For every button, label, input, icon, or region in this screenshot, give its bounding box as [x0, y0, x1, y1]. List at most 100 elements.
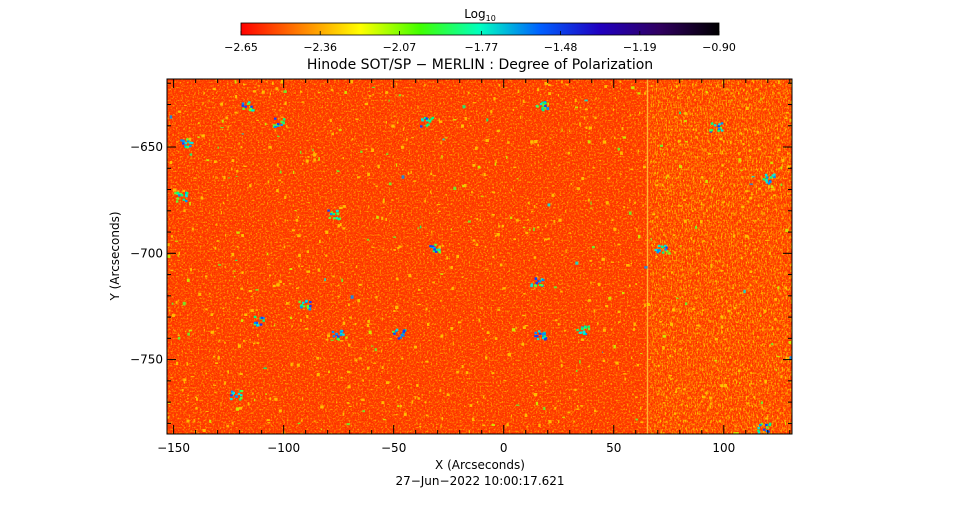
speckle: [183, 209, 186, 213]
speckle: [655, 184, 659, 187]
speckle: [401, 357, 404, 360]
speckle: [469, 404, 473, 407]
speckle: [170, 377, 173, 379]
magnetic-patch-pixel: [717, 124, 720, 128]
speckle: [774, 318, 777, 321]
speckle: [300, 319, 302, 322]
speckle: [744, 98, 748, 100]
magnetic-patch-pixel: [306, 304, 309, 308]
speckle: [320, 405, 324, 409]
speckle: [727, 375, 729, 377]
speckle: [235, 259, 238, 261]
speckle: [720, 315, 724, 319]
speckle: [427, 323, 430, 326]
speckle: [576, 187, 580, 190]
speckle: [584, 99, 588, 102]
speckle: [789, 119, 792, 122]
magnetic-patch-pixel: [337, 217, 340, 221]
chart-title: Hinode SOT/SP − MERLIN : Degree of Polar…: [307, 57, 653, 73]
speckle: [545, 225, 547, 228]
speckle: [177, 354, 179, 356]
speckle: [366, 366, 370, 370]
speckle: [544, 239, 545, 242]
speckle: [702, 395, 706, 398]
speckle: [417, 304, 421, 306]
speckle: [375, 295, 378, 299]
magnetic-patch-pixel: [425, 117, 428, 120]
speckle: [597, 322, 599, 325]
speckle: [445, 194, 448, 196]
magnetic-patch-pixel: [434, 250, 438, 253]
magnetic-patch-pixel: [428, 120, 432, 123]
colorbar-tick-label: −0.90: [702, 41, 736, 54]
speckle: [567, 151, 571, 155]
speckle: [300, 90, 303, 93]
speckle: [280, 80, 284, 84]
magnetic-patch-pixel: [176, 197, 180, 200]
magnetic-patch-pixel: [239, 389, 242, 393]
speckle: [569, 396, 571, 400]
speckle: [622, 136, 626, 139]
speckle: [513, 238, 516, 240]
speckle: [340, 223, 342, 227]
speckle: [544, 82, 548, 86]
magnetic-patch-pixel: [771, 174, 775, 177]
magnetic-patch-pixel: [253, 323, 256, 326]
speckle: [188, 137, 192, 141]
magnetic-patch-pixel: [438, 248, 441, 251]
magnetic-patch-pixel: [537, 330, 541, 333]
speckle: [738, 158, 741, 162]
speckle: [243, 339, 246, 342]
magnetic-patch-pixel: [760, 422, 763, 425]
speckle: [215, 362, 219, 364]
speckle: [452, 342, 454, 346]
magnetic-patch-pixel: [305, 299, 308, 302]
speckle: [621, 292, 625, 295]
speckle: [530, 140, 534, 144]
magnetic-patch-pixel: [546, 107, 549, 110]
speckle: [296, 287, 299, 289]
speckle: [450, 327, 453, 330]
speckle: [240, 287, 244, 290]
speckle: [386, 153, 389, 155]
speckle: [203, 328, 205, 332]
speckle: [780, 166, 783, 170]
magnetic-patch-pixel: [191, 141, 194, 145]
speckle: [380, 349, 382, 353]
speckle: [777, 148, 781, 152]
magnetic-patch-pixel: [766, 176, 769, 179]
magnetic-patch-pixel: [421, 119, 424, 122]
magnetic-patch-pixel: [184, 142, 187, 145]
magnetic-patch-pixel: [665, 246, 668, 249]
speckle: [522, 326, 526, 329]
speckle: [295, 218, 298, 222]
speckle: [721, 150, 724, 154]
speckle: [214, 391, 218, 393]
speckle: [368, 95, 372, 97]
speckle: [516, 404, 520, 406]
speckle: [414, 396, 416, 400]
speckle: [524, 325, 528, 327]
speckle: [355, 118, 359, 121]
magnetic-patch-pixel: [426, 118, 430, 121]
speckle: [401, 175, 405, 179]
speckle: [276, 189, 279, 193]
colorbar-bar: [240, 22, 720, 36]
magnetic-patch-pixel: [232, 391, 235, 394]
magnetic-patch-pixel: [282, 118, 286, 121]
speckle: [494, 337, 498, 340]
speckle: [453, 119, 457, 121]
speckle: [346, 402, 350, 404]
speckle: [515, 219, 519, 222]
magnetic-patch-pixel: [244, 105, 247, 108]
speckle: [617, 310, 621, 313]
magnetic-patch-pixel: [253, 321, 257, 325]
speckle: [785, 112, 789, 114]
speckle: [663, 233, 665, 236]
speckle: [291, 325, 293, 327]
speckle: [377, 164, 380, 168]
speckle: [486, 118, 489, 122]
speckle: [235, 175, 238, 177]
speckle: [619, 80, 622, 83]
magnetic-patch-pixel: [176, 191, 179, 194]
